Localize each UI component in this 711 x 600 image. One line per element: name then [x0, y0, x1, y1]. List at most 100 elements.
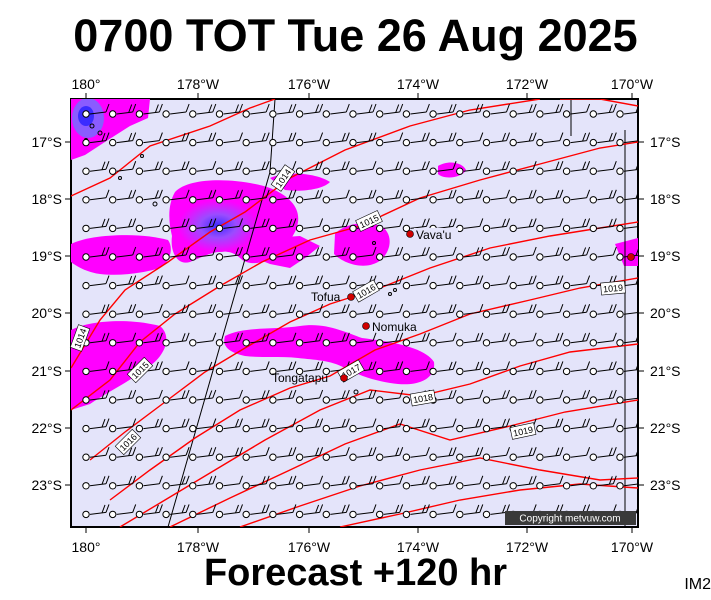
lat-label: 17°S [650, 134, 681, 150]
wind-barb [215, 332, 243, 347]
wind-barb [109, 361, 137, 376]
wind-barb [376, 246, 404, 261]
wind-barb [242, 218, 270, 233]
wind-barb [295, 361, 324, 376]
wind-barb [242, 161, 270, 175]
wind-barbs [82, 103, 638, 519]
wind-barb [82, 103, 110, 118]
wind-barb [109, 475, 137, 490]
wind-barb [322, 132, 350, 147]
wind-barb [109, 332, 137, 347]
wind-barb [402, 475, 430, 490]
wind-barb [189, 475, 217, 490]
wind-barb [295, 504, 324, 519]
wind-barb [376, 103, 404, 118]
wind-barb [482, 218, 510, 233]
wind-barb [162, 132, 190, 147]
wind-barb [482, 504, 510, 519]
wind-barb [402, 189, 430, 204]
wind-barb [616, 191, 638, 204]
wind-barb [482, 447, 510, 461]
wind-barb [189, 332, 217, 347]
wind-barb [82, 246, 110, 261]
wind-barb [215, 447, 243, 461]
lat-label: 22°S [31, 420, 62, 436]
wind-barb [242, 275, 270, 290]
wind-barb [349, 447, 377, 461]
wind-barb [562, 332, 591, 347]
wind-barb [402, 418, 430, 433]
place-vavau: Vava'u [406, 228, 458, 242]
wind-barb [482, 246, 510, 261]
wind-barb [295, 246, 324, 261]
wind-barb [189, 418, 217, 433]
wind-barb [135, 304, 163, 318]
wind-barb [349, 389, 377, 404]
latitude-labels-right: 17°S 18°S 19°S 20°S 21°S 22°S 23°S [650, 134, 681, 493]
wind-barb [349, 418, 377, 433]
wind-barb [482, 475, 510, 490]
place-tongatapu: Tongatapu [272, 371, 348, 385]
wind-barb [109, 103, 137, 118]
place-marker-east [627, 253, 635, 261]
wind-barb [456, 246, 484, 261]
wind-barb [349, 161, 377, 175]
wind-barb [269, 218, 297, 233]
wind-barb [616, 334, 638, 347]
wind-barb [482, 132, 510, 147]
wind-barb [589, 475, 617, 490]
wind-barb [616, 248, 638, 261]
wind-barb [536, 132, 564, 147]
wind-barb [562, 161, 591, 175]
wind-barb [109, 189, 137, 204]
wind-barb [242, 475, 270, 490]
wind-barb [215, 504, 243, 519]
wind-barb [536, 475, 564, 490]
wind-barb [482, 418, 510, 433]
wind-barb [402, 447, 430, 461]
wind-barb [509, 218, 537, 233]
wind-barb [109, 304, 137, 318]
wind-barb [295, 103, 324, 118]
wind-barb [242, 304, 270, 318]
wind-barb [109, 218, 137, 233]
wind-barb [589, 304, 617, 318]
wind-barb [215, 161, 243, 175]
wind-barb [322, 504, 350, 519]
wind-barb [429, 475, 457, 490]
wind-barb [376, 218, 404, 233]
lat-label: 19°S [650, 248, 681, 264]
wind-barb [295, 389, 324, 404]
wind-barb [536, 304, 564, 318]
wind-barb [616, 448, 638, 461]
wind-barb [109, 132, 137, 147]
wind-barb [562, 361, 591, 376]
wind-barb [82, 304, 110, 318]
wind-barb [215, 189, 243, 204]
wind-barb [562, 275, 591, 290]
wind-barb [349, 132, 377, 147]
wind-barb [135, 332, 163, 347]
wind-barb [109, 161, 137, 175]
wind-barb [109, 418, 137, 433]
lon-label: 178°W [177, 539, 220, 555]
isobar-label: 1018 [412, 392, 433, 405]
wind-barb [162, 304, 190, 318]
wind-barb [322, 447, 350, 461]
forecast-title: 0700 TOT Tue 26 Aug 2025 [73, 10, 638, 61]
wind-barb [242, 246, 270, 261]
heavy-rain-areas [72, 99, 258, 252]
wind-barb [349, 475, 377, 490]
wind-barb [162, 218, 190, 233]
lat-label: 18°S [31, 191, 62, 207]
wind-barb [349, 332, 377, 347]
wind-barb [589, 246, 617, 261]
lat-label: 21°S [650, 363, 681, 379]
wind-barb [562, 218, 591, 233]
wind-barb [109, 275, 137, 290]
wind-barb [456, 304, 484, 318]
wind-barb [189, 189, 217, 204]
wind-barb [189, 132, 217, 147]
wind-barb [509, 103, 537, 118]
wind-barb [456, 447, 484, 461]
